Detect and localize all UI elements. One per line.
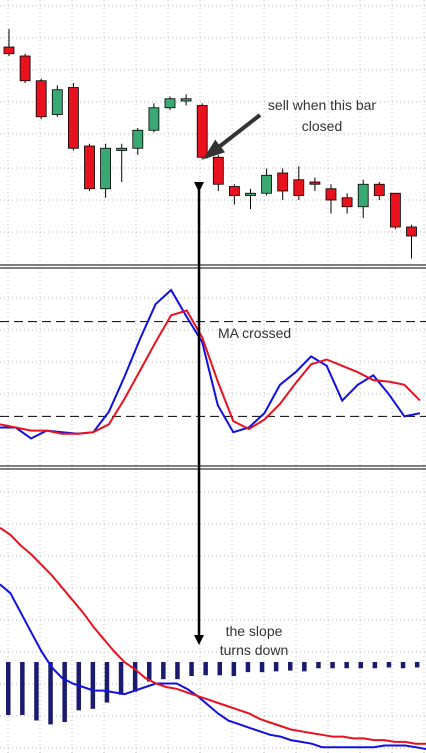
bear-candle	[35, 80, 47, 118]
slope-panel	[0, 526, 426, 750]
slope-histogram-bar	[344, 662, 349, 669]
bear-candle	[277, 172, 289, 192]
slope-histogram-bar	[20, 662, 25, 716]
bear-candle	[196, 105, 208, 158]
bull-candle	[180, 98, 192, 102]
slope-histogram-bar	[358, 662, 363, 669]
annotation-layer: sell when this bar closed MA crossed the…	[194, 97, 377, 658]
bull-candle	[132, 129, 144, 149]
slope-histogram-bar	[118, 662, 124, 695]
bear-candle	[309, 181, 321, 185]
bear-candle	[389, 192, 401, 228]
slope-histogram-bar	[132, 662, 138, 692]
slope-histogram-bar	[372, 662, 378, 669]
bear-candle	[228, 186, 240, 196]
slope-histogram-bar	[330, 662, 335, 669]
slope-blue-line	[0, 583, 426, 750]
slope-histogram-bar	[259, 662, 265, 673]
price-panel	[3, 29, 417, 259]
bear-candle	[68, 87, 79, 149]
oscillator-panel	[0, 288, 426, 440]
bull-candle	[261, 174, 273, 194]
sell-pointer-arrow	[202, 113, 262, 160]
slope-histogram-bar	[414, 662, 420, 668]
bear-candle	[325, 188, 337, 201]
bear-candle	[373, 183, 385, 196]
slope-histogram-bar	[217, 662, 222, 676]
bull-candle	[245, 192, 256, 196]
slope-annotation-line-2: turns down	[220, 642, 288, 658]
bull-candle	[164, 98, 176, 109]
slope-histogram-bar	[147, 662, 152, 682]
sell-annotation-line-1: sell when this bar	[268, 97, 377, 113]
slope-histogram-bar	[62, 662, 67, 723]
bear-candle	[3, 46, 15, 55]
oscillator-red-line	[0, 309, 421, 435]
slope-histogram-bar	[161, 662, 166, 680]
bull-candle	[100, 147, 111, 190]
slope-histogram-bar	[302, 662, 307, 672]
sell-annotation-line-2: closed	[302, 118, 342, 134]
slope-histogram-bar	[316, 662, 321, 669]
bear-candle	[19, 55, 31, 82]
slope-histogram-bar	[386, 662, 392, 668]
bull-candle	[116, 147, 128, 151]
slope-histogram-bar	[189, 662, 194, 677]
slope-histogram-bar	[175, 662, 180, 680]
slope-histogram-bar	[288, 662, 293, 671]
slope-histogram-bar	[203, 662, 208, 676]
bear-candle	[293, 179, 305, 196]
slope-histogram-bar	[273, 662, 279, 672]
slope-histogram-bar	[6, 662, 11, 716]
bull-candle	[51, 89, 63, 115]
slope-histogram-bar	[48, 662, 53, 725]
bull-candle	[148, 107, 160, 131]
slope-annotation-line-1: the slope	[226, 623, 283, 639]
slope-histogram-bar	[231, 662, 237, 677]
bear-candle	[406, 226, 417, 237]
slope-histogram-bar	[400, 662, 406, 669]
ma-crossed-annotation: MA crossed	[218, 325, 291, 341]
bear-candle	[84, 145, 95, 190]
slope-histogram-bar	[34, 662, 39, 721]
bull-candle	[357, 183, 369, 208]
slope-red-line	[0, 526, 426, 745]
slope-histogram-bar	[104, 662, 110, 703]
slope-histogram-bar	[90, 662, 96, 709]
bear-candle	[341, 197, 353, 208]
bear-candle	[212, 156, 224, 185]
slope-histogram-bar	[245, 662, 251, 673]
panel-separators	[0, 264, 426, 470]
